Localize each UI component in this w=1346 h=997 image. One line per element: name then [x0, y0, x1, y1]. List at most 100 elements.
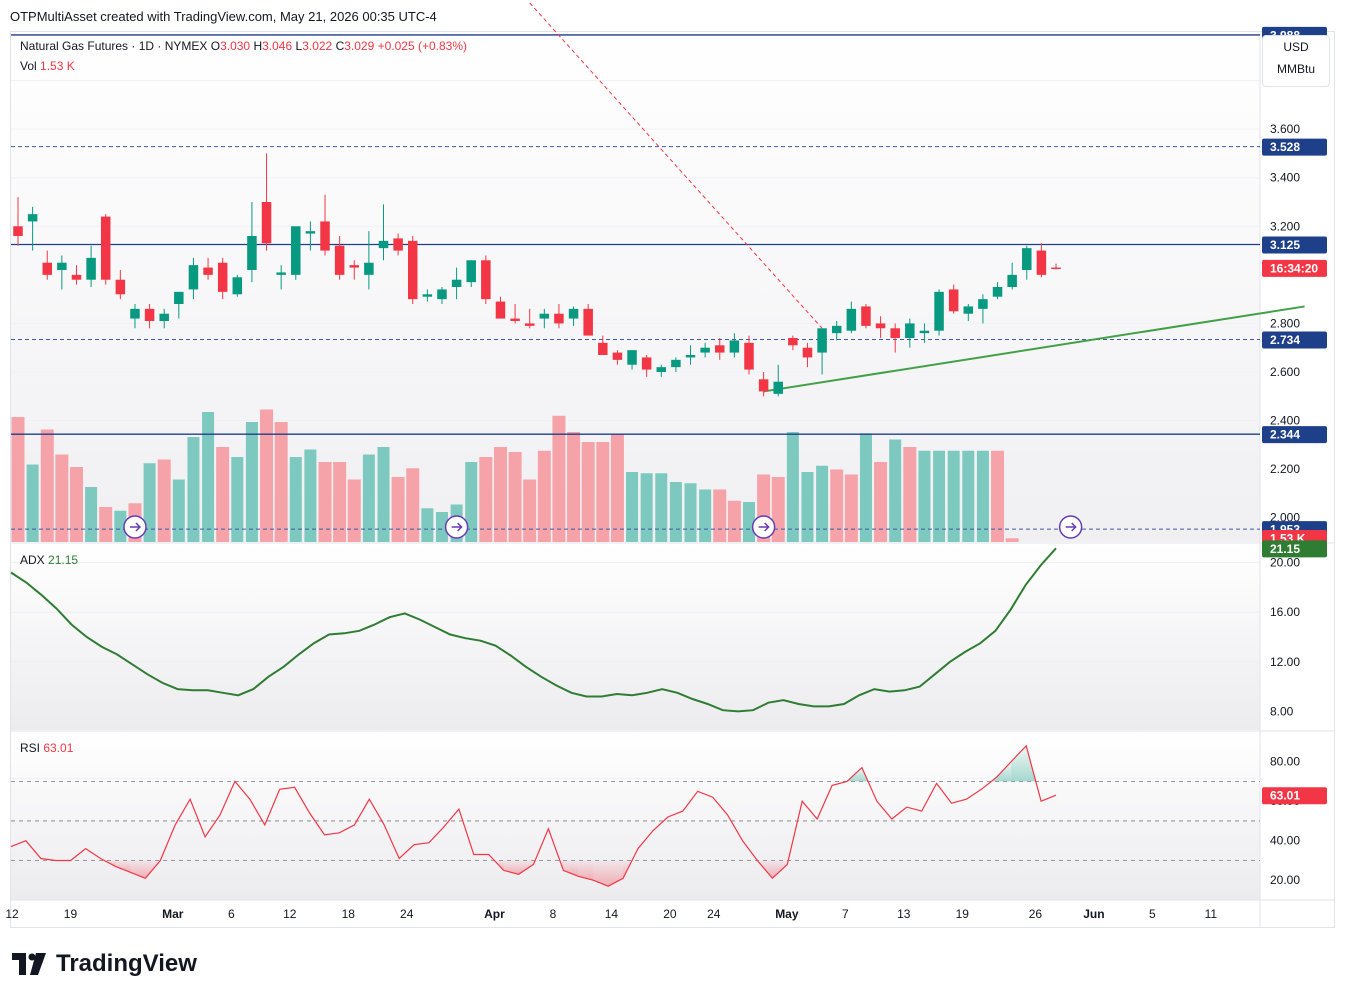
- volume-bar: [99, 507, 113, 542]
- candle-down: [407, 240, 418, 300]
- candle-down: [203, 267, 213, 275]
- candle-up: [364, 262, 374, 275]
- rsi-legend: RSI 63.01: [20, 741, 73, 755]
- volume-bar: [567, 432, 581, 542]
- volume-bar: [889, 439, 902, 542]
- time-axis-tick-label: 26: [1029, 907, 1043, 921]
- candle-up: [992, 287, 1003, 297]
- time-axis-tick-label: 8: [550, 907, 557, 921]
- candle-down: [13, 226, 23, 236]
- candle-up: [729, 340, 740, 353]
- symbol-name[interactable]: Natural Gas Futures · 1D · NYMEX: [20, 39, 208, 53]
- adx-pane-bg: [11, 544, 1260, 730]
- price-level-tag: [1262, 138, 1327, 156]
- volume-bar: [684, 483, 697, 542]
- volume-bar: [727, 500, 741, 542]
- candle-up: [773, 381, 783, 394]
- candle-down: [115, 279, 126, 295]
- volume-bar: [55, 454, 69, 542]
- open-label: O: [210, 39, 221, 53]
- candle-up: [568, 308, 579, 319]
- candle-up: [159, 313, 169, 321]
- candle-up: [57, 262, 67, 270]
- rsi-tick-label: 20.00: [1270, 873, 1300, 887]
- candle-up: [656, 367, 667, 372]
- volume-bar: [669, 482, 682, 542]
- volume-bar: [640, 473, 653, 542]
- candle-down: [393, 238, 403, 251]
- candle-down: [261, 202, 272, 244]
- candle-up: [846, 308, 857, 331]
- time-axis-tick-label: 14: [605, 907, 619, 921]
- adx-legend: ADX 21.15: [20, 553, 78, 567]
- candle-down: [71, 274, 82, 280]
- candle-up: [276, 272, 286, 275]
- currency-unit-selector[interactable]: USD MMBtu: [1262, 35, 1330, 87]
- price-tag: [1262, 259, 1327, 277]
- candle-down: [788, 338, 798, 346]
- candle-down: [861, 306, 871, 326]
- time-axis-tick-label: Apr: [484, 907, 505, 921]
- time-axis-tick-label: Mar: [162, 907, 184, 921]
- volume-bar: [713, 489, 727, 542]
- volume-bar: [537, 450, 551, 542]
- price-tick-label: 3.600: [1270, 122, 1300, 136]
- low-label: L: [295, 39, 303, 53]
- volume-bar: [231, 457, 244, 542]
- candle-up: [305, 231, 316, 234]
- volume-bar: [816, 465, 829, 542]
- volume-bar: [347, 479, 361, 542]
- adx-label[interactable]: ADX: [20, 553, 45, 567]
- rsi-oversold-fill: [130, 860, 146, 879]
- volume-value: 1.53 K: [40, 59, 75, 73]
- volume-bar: [552, 415, 566, 542]
- candle-down: [758, 379, 769, 392]
- volume-bar: [333, 462, 347, 542]
- volume-bar: [114, 510, 127, 542]
- volume-bar: [991, 450, 1005, 542]
- currency-label: USD: [1283, 40, 1309, 54]
- rsi-value: 63.01: [43, 741, 74, 755]
- volume-bar: [801, 472, 814, 542]
- price-tick-label: 2.800: [1270, 316, 1300, 330]
- change-value: +0.025 (+0.83%): [377, 39, 468, 53]
- candle-up: [685, 355, 696, 358]
- volume-bar: [493, 447, 507, 542]
- rsi-oversold-fill: [593, 860, 609, 887]
- volume-bar: [362, 454, 375, 542]
- open-value: 3.030: [220, 39, 251, 53]
- candle-down: [320, 221, 330, 251]
- event-marker-arrow-icon: [451, 522, 463, 532]
- uptrend-line: [763, 305, 1305, 393]
- rsi-label[interactable]: RSI: [20, 741, 41, 755]
- candle-up: [1007, 274, 1017, 287]
- volume-bar: [245, 422, 258, 542]
- rsi-oversold-fill: [563, 860, 579, 877]
- price-level-tag-label: 2.344: [1270, 428, 1300, 442]
- rsi-pane-bg: [11, 732, 1260, 900]
- candle-down: [217, 262, 228, 292]
- rsi-series-line: [10, 744, 1057, 887]
- tradingview-logo-icon: [12, 953, 46, 975]
- candle-down: [875, 323, 886, 329]
- rsi-oversold-fill: [578, 860, 594, 881]
- rsi-overbought-fill: [996, 761, 1012, 782]
- volume-bar: [435, 512, 448, 542]
- rsi-last-value-tag: [1262, 787, 1327, 805]
- close-value: 3.029: [344, 39, 375, 53]
- volume-bar: [318, 462, 332, 542]
- high-value: 3.046: [262, 39, 293, 53]
- downtrend-line: [529, 2, 823, 329]
- volume-bar: [421, 508, 434, 542]
- volume-bar: [187, 437, 200, 542]
- volume-bar: [406, 468, 420, 542]
- candle-up: [934, 291, 944, 331]
- candle-up: [905, 323, 915, 338]
- candle-down: [495, 301, 506, 319]
- volume-bar: [391, 477, 405, 542]
- candle-up: [1022, 248, 1032, 270]
- time-axis-tick-label: 18: [342, 907, 356, 921]
- volume-label[interactable]: Vol: [20, 59, 37, 73]
- low-value: 3.022: [302, 39, 333, 53]
